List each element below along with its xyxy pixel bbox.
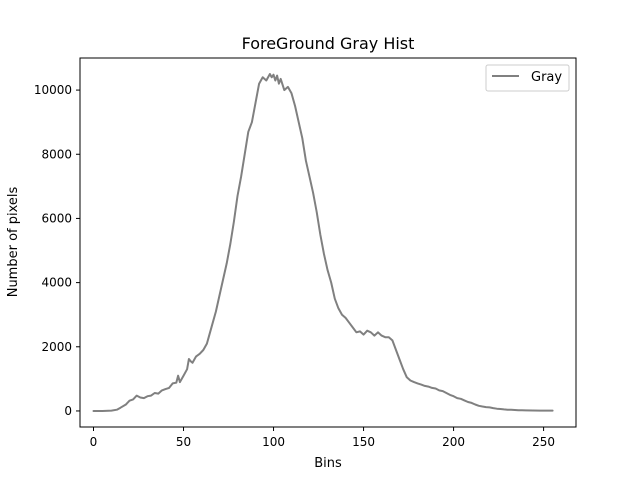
chart-title: ForeGround Gray Hist [242, 34, 415, 53]
legend-label-gray: Gray [531, 70, 562, 85]
x-tick-label: 50 [176, 435, 191, 449]
x-tick-label: 100 [262, 435, 285, 449]
y-axis-label: Number of pixels [6, 186, 21, 297]
plot-frame [79, 57, 577, 428]
y-tick-label: 4000 [41, 276, 72, 290]
y-tick-label: 2000 [41, 340, 72, 354]
legend: Gray [485, 64, 570, 92]
x-axis-label: Bins [314, 456, 342, 471]
x-tick-label: 200 [442, 435, 465, 449]
series-line-gray [92, 73, 554, 412]
axis-ticks: 0 50 100 150 200 250 0 2000 4000 6000 8000 10000 [34, 83, 555, 449]
y-tick-label: 10000 [34, 83, 72, 97]
x-tick-label: 0 [90, 435, 98, 449]
y-tick-label: 0 [64, 404, 72, 418]
y-tick-label: 8000 [41, 147, 72, 161]
legend-box [485, 64, 570, 92]
y-tick-label: 6000 [41, 211, 72, 225]
x-tick-label: 150 [352, 435, 375, 449]
x-tick-label: 250 [532, 435, 555, 449]
